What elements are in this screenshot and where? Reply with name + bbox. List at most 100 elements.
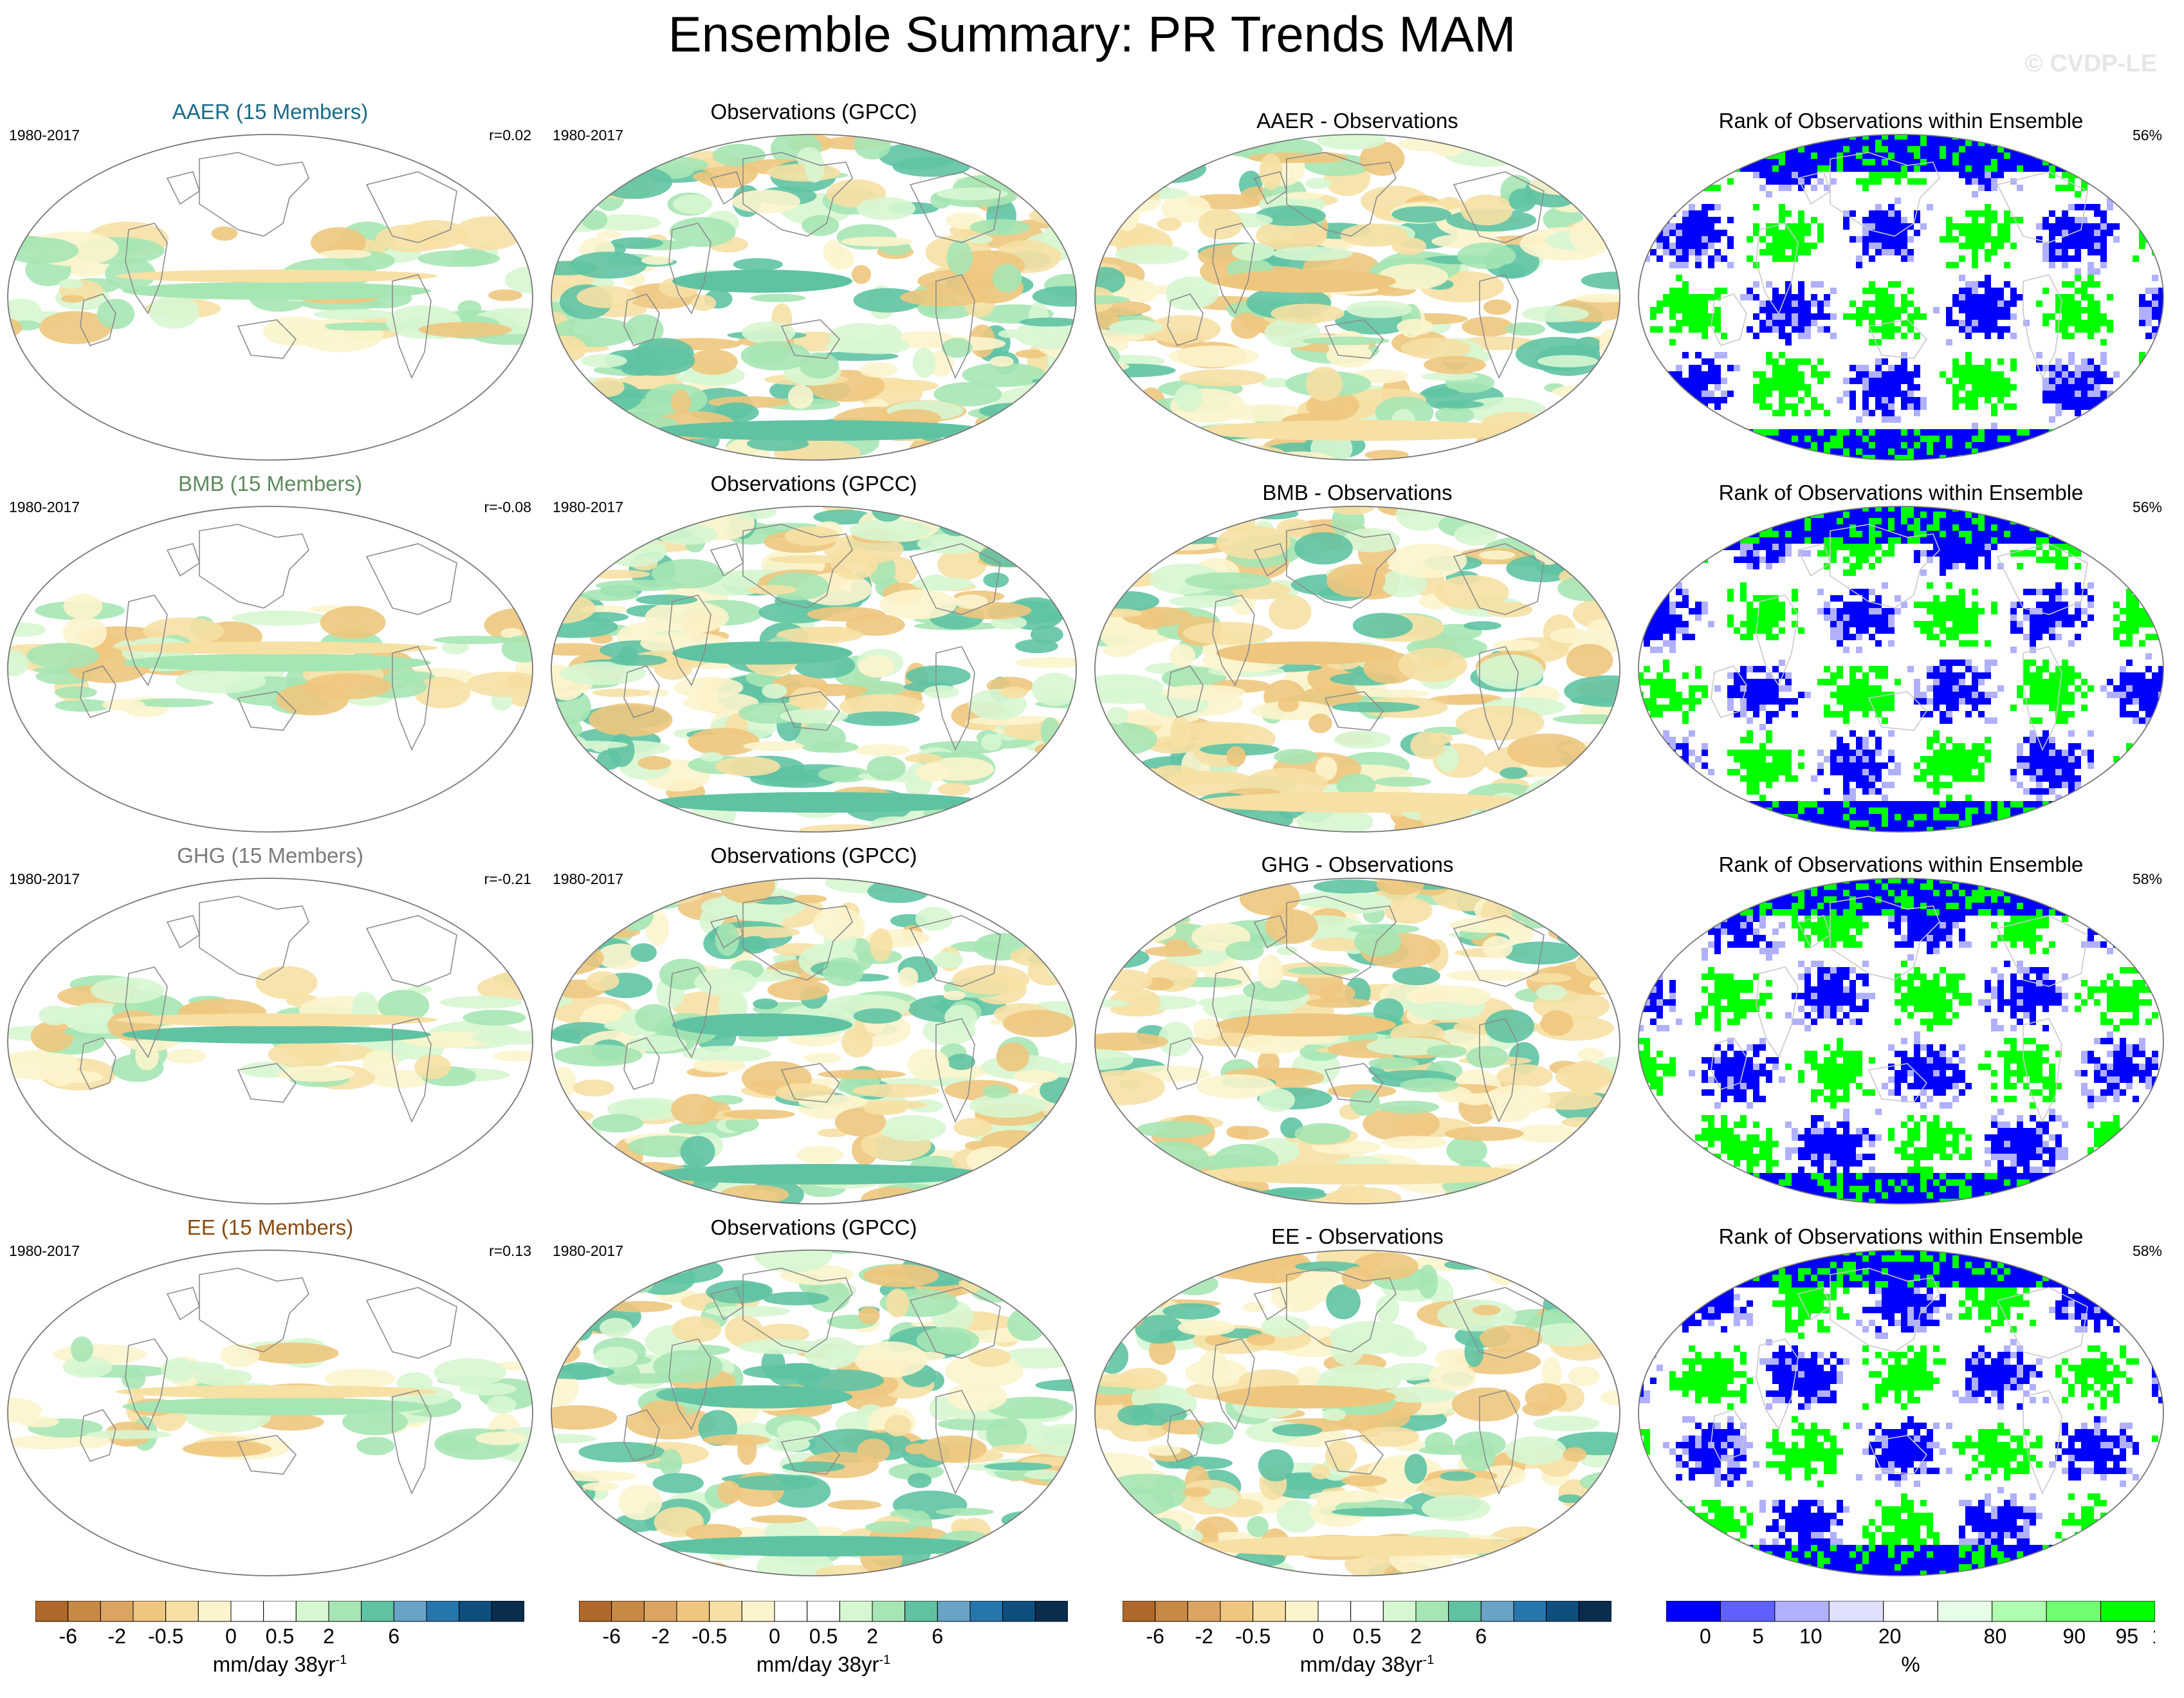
colorbar-tick-label: -2 — [1195, 1625, 1213, 1648]
colorbar-tick-label: 2 — [1410, 1625, 1422, 1648]
map-field — [1095, 878, 1620, 1204]
map-rank — [1638, 506, 2164, 833]
colorbar-swatch — [904, 1601, 938, 1622]
colorbar-swatch — [1937, 1601, 1993, 1622]
colorbar-tick-label: 0 — [225, 1625, 237, 1648]
colorbar-swatch — [579, 1601, 612, 1622]
panel-ensemble: AAER (15 Members) 1980-2017 r=0.02 — [0, 100, 540, 466]
colorbar-tick-label: 10 — [1799, 1625, 1822, 1648]
panel-diff: GHG - Observations — [1087, 844, 1628, 1210]
panel-title: Observations (GPCC) — [710, 844, 917, 867]
panel-period: 1980-2017 — [9, 499, 80, 515]
map-field — [8, 134, 533, 460]
colorbar-swatch — [872, 1601, 906, 1622]
watermark: © CVDP-LE — [2024, 50, 2157, 77]
colorbar-swatch — [1034, 1601, 1068, 1622]
panel-title: EE - Observations — [1271, 1224, 1444, 1248]
panel-diff: AAER - Observations — [1087, 100, 1628, 466]
map-field — [551, 134, 1076, 460]
colorbar-swatch — [165, 1601, 199, 1622]
panel-title: BMB (15 Members) — [178, 472, 363, 495]
panel-ensemble: EE (15 Members) 1980-2017 r=0.13 — [0, 1215, 540, 1582]
panel-title: Observations (GPCC) — [710, 472, 917, 495]
panel-title: Observations (GPCC) — [710, 100, 917, 124]
colorbar-swatch — [1448, 1601, 1482, 1622]
map-obs — [551, 506, 1077, 833]
colorbar-swatch — [1123, 1601, 1156, 1622]
map-diff — [1094, 878, 1620, 1204]
map-field — [551, 878, 1076, 1204]
panel-title: GHG - Observations — [1261, 853, 1454, 876]
map-field — [1638, 1250, 2163, 1576]
colorbar-swatch — [676, 1601, 710, 1622]
colorbar-tick-label: 6 — [931, 1625, 943, 1648]
colorbar-swatch — [1220, 1601, 1254, 1622]
colorbar-swatch — [1480, 1601, 1514, 1622]
map-diff — [1094, 134, 1620, 461]
colorbar-tick-label: 95 — [2115, 1625, 2138, 1648]
colorbar-swatch — [459, 1601, 492, 1622]
panel-obs: Observations (GPCC) 1980-2017 — [544, 472, 1084, 838]
colorbar-swatch — [741, 1601, 775, 1622]
trend-colorbar-3: -6 -2 -0.5 0 0.5 2 6 mm/day 38yr-1 — [1123, 1601, 1611, 1691]
panel-title: GHG (15 Members) — [177, 844, 363, 867]
rank-colorbar-units: % — [1901, 1652, 1920, 1676]
map-ensemble — [7, 1250, 533, 1576]
panel-title: Rank of Observations within Ensemble — [1718, 1224, 2084, 1248]
colorbar-tick-label: 0.5 — [266, 1625, 294, 1648]
panel-period: 1980-2017 — [553, 499, 623, 515]
panel-correlation: r=-0.21 — [484, 871, 531, 887]
colorbar-tick-label: -6 — [59, 1625, 77, 1648]
figure-title: Ensemble Summary: PR Trends MAM — [668, 6, 1516, 62]
colorbar-swatch — [328, 1601, 362, 1622]
colorbar-swatch — [807, 1601, 840, 1622]
colorbar-tick-label: -6 — [1146, 1625, 1164, 1648]
map-obs — [551, 134, 1077, 461]
colorbar-swatch — [643, 1601, 677, 1622]
colorbar-swatch — [2100, 1601, 2155, 1622]
panel-period: 1980-2017 — [553, 871, 623, 887]
colorbar-swatch — [2046, 1601, 2102, 1622]
rank-colorbar: 0 5 10 20 80 90 95 100 % — [1666, 1601, 2155, 1691]
panel-title: EE (15 Members) — [187, 1215, 354, 1239]
trend-colorbar-scale: -6 -2 -0.5 0 0.5 2 6 — [1123, 1601, 1611, 1648]
colorbar-tick-label: 0 — [1700, 1625, 1711, 1648]
colorbar-swatch — [1992, 1601, 2047, 1622]
colorbar-tick-label: -0.5 — [1235, 1625, 1271, 1648]
panel-diff: BMB - Observations — [1087, 472, 1628, 838]
panel-rank: Rank of Observations within Ensemble 58% — [1631, 844, 2171, 1210]
colorbar-swatch — [1883, 1601, 1938, 1622]
trend-colorbar-scale: -6 -2 -0.5 0 0.5 2 6 — [579, 1601, 1068, 1648]
colorbar-swatch — [1774, 1601, 1830, 1622]
colorbar-swatch — [1415, 1601, 1449, 1622]
panel-period: 1980-2017 — [553, 1242, 623, 1259]
colorbar-swatch — [295, 1601, 329, 1622]
colorbar-swatch — [774, 1601, 808, 1622]
colorbar-swatch — [1546, 1601, 1579, 1622]
map-ensemble — [7, 506, 533, 833]
trend-colorbar-scale: -6 -2 -0.5 0 0.5 2 6 — [35, 1601, 524, 1648]
colorbar-swatch — [197, 1601, 232, 1622]
colorbar-tick-label: 6 — [1475, 1625, 1487, 1648]
panel-diff: EE - Observations — [1087, 1215, 1628, 1582]
panel-rank: Rank of Observations within Ensemble 58% — [1631, 1215, 2171, 1582]
colorbar-swatch — [937, 1601, 971, 1622]
map-field — [551, 506, 1076, 832]
colorbar-tick-label: -2 — [651, 1625, 669, 1648]
colorbar-swatch — [1828, 1601, 1884, 1622]
colorbar-swatch — [68, 1601, 101, 1622]
panel-percentage: 56% — [2132, 127, 2162, 143]
colorbar-swatch — [1350, 1601, 1384, 1622]
colorbar-swatch — [1285, 1601, 1319, 1622]
map-ensemble — [7, 878, 533, 1204]
trend-colorbar-units: mm/day 38yr-1 — [1299, 1652, 1435, 1676]
panel-obs: Observations (GPCC) 1980-2017 — [544, 100, 1084, 466]
panel-obs: Observations (GPCC) 1980-2017 — [544, 844, 1084, 1210]
panel-ensemble: BMB (15 Members) 1980-2017 r=-0.08 — [0, 472, 540, 838]
panel-percentage: 58% — [2132, 1242, 2162, 1259]
panel-title: BMB - Observations — [1262, 481, 1453, 504]
panel-percentage: 58% — [2132, 871, 2162, 887]
map-field — [1095, 506, 1620, 832]
panel-title: Observations (GPCC) — [710, 1215, 917, 1239]
colorbar-tick-label: 90 — [2063, 1625, 2086, 1648]
